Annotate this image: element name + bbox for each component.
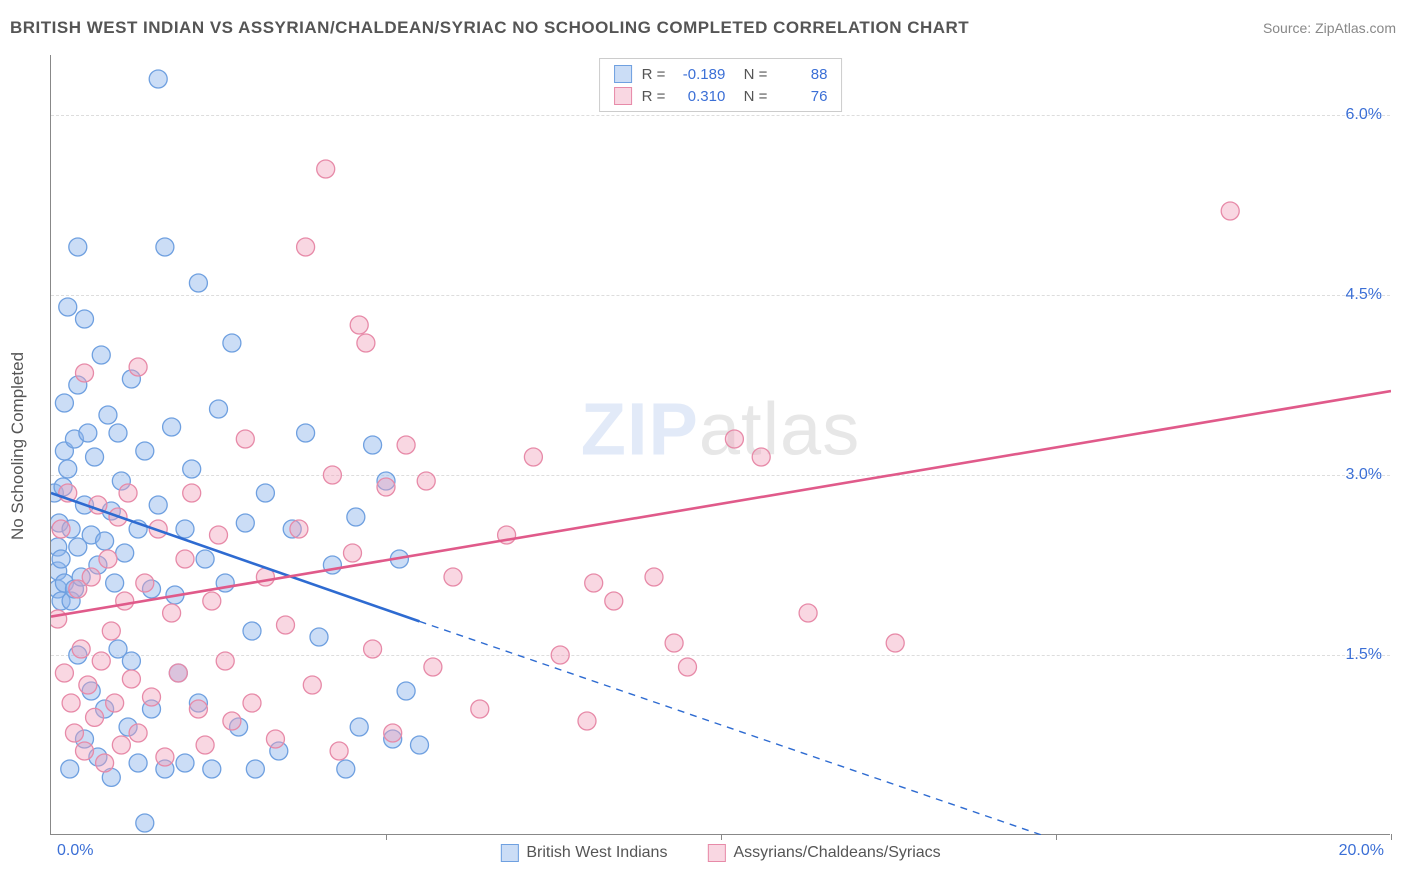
legend-label: British West Indians <box>526 844 667 862</box>
plot-area: ZIPatlas 1.5%3.0%4.5%6.0% R = -0.189 N =… <box>50 55 1390 835</box>
chart-source: Source: ZipAtlas.com <box>1263 20 1396 36</box>
x-tick-mark <box>1391 834 1392 840</box>
legend-swatch <box>614 65 632 83</box>
legend-stats-row: R = 0.310 N = 76 <box>614 85 828 107</box>
stat-r-label: R = <box>642 66 666 83</box>
trend-line <box>51 391 1391 617</box>
trend-lines <box>51 55 1391 835</box>
legend-stats-row: R = -0.189 N = 88 <box>614 63 828 85</box>
stat-n-value: 76 <box>777 88 827 105</box>
stat-r-value: 0.310 <box>675 88 725 105</box>
trend-line <box>51 493 420 621</box>
x-tick-max: 20.0% <box>1339 842 1384 860</box>
legend-item: Assyrians/Chaldeans/Syriacs <box>707 844 940 862</box>
chart-title: BRITISH WEST INDIAN VS ASSYRIAN/CHALDEAN… <box>10 18 969 38</box>
trend-line-dashed <box>420 621 1042 835</box>
series-legend: British West Indians Assyrians/Chaldeans/… <box>500 844 940 862</box>
legend-label: Assyrians/Chaldeans/Syriacs <box>733 844 940 862</box>
x-tick-min: 0.0% <box>57 842 93 860</box>
legend-swatch <box>707 844 725 862</box>
stat-n-label: N = <box>735 66 767 83</box>
stat-n-value: 88 <box>777 66 827 83</box>
stat-n-label: N = <box>735 88 767 105</box>
stat-r-value: -0.189 <box>675 66 725 83</box>
legend-swatch <box>500 844 518 862</box>
legend-item: British West Indians <box>500 844 667 862</box>
y-axis-label: No Schooling Completed <box>8 352 28 540</box>
stat-r-label: R = <box>642 88 666 105</box>
correlation-legend: R = -0.189 N = 88R = 0.310 N = 76 <box>599 58 843 112</box>
legend-swatch <box>614 87 632 105</box>
